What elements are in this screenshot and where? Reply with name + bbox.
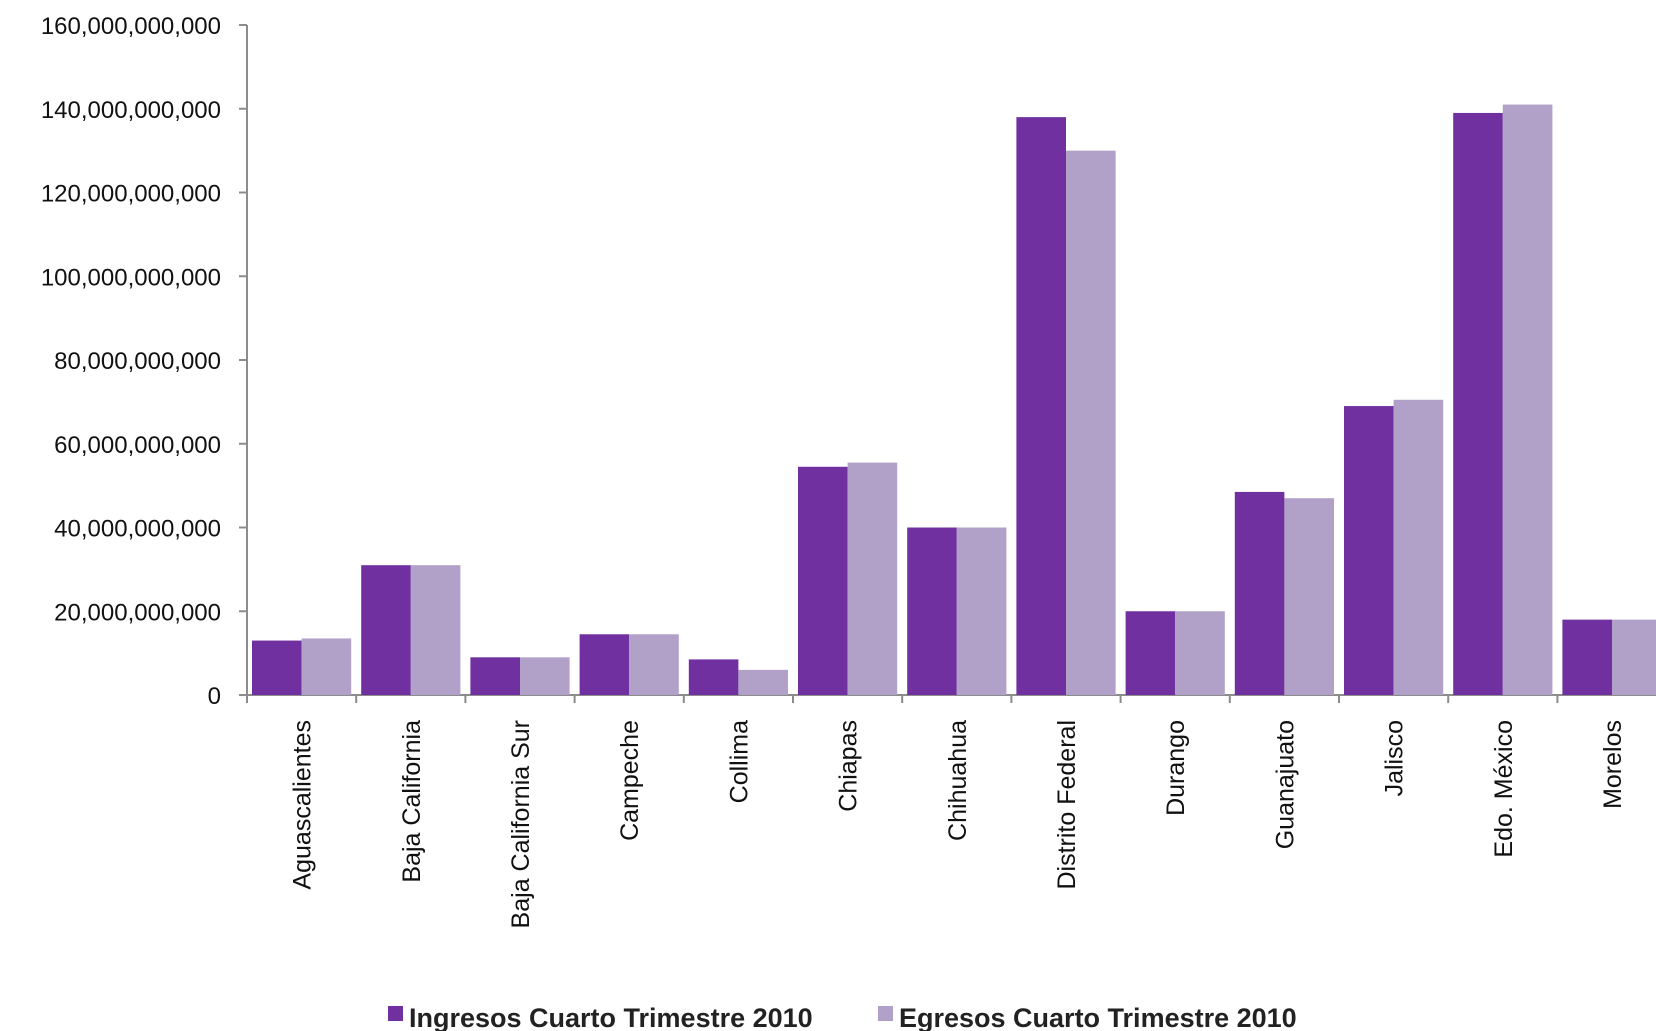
bar-egresos [301,638,352,695]
bar-egresos [1393,399,1444,695]
bar-egresos [1175,611,1225,695]
bar-ingresos [1562,619,1612,695]
bar-ingresos [1016,117,1066,695]
x-tick-label: Campeche [616,720,644,841]
bar-ingresos [1344,406,1394,695]
x-tick-label: Morelos [1599,720,1627,809]
x-axis: Aguascalientes Baja California Baja Califo… [246,694,1656,928]
x-tick-label: Aguascalientes [289,720,317,890]
x-tick-label: Durango [1162,720,1190,816]
x-tick-label: Distrito Federal [1053,720,1081,890]
y-tick-label: 0 [208,683,221,710]
legend: Ingresos Cuarto Trimestre 2010 Egresos Cu… [388,1003,1297,1031]
y-tick-label: 140,000,000,000 [41,97,221,124]
x-tick-label: Baja California Sur [507,720,535,928]
y-tick-label: 120,000,000,000 [41,181,221,208]
bar-egresos [1066,150,1116,695]
bar-ingresos [1234,491,1285,695]
bar-ingresos [798,466,848,695]
bar-ingresos [470,657,520,695]
bar-egresos [738,669,788,695]
bar-ingresos [579,634,630,695]
bar-ingresos [1453,112,1503,695]
bar-ingresos [252,640,302,695]
x-tick-label: Guanajuato [1271,720,1299,849]
x-tick-label: Chiapas [835,720,863,812]
y-tick-label: 100,000,000,000 [41,264,221,291]
x-tick-label: Edo. México [1490,720,1518,858]
x-tick-label: Jalisco [1381,720,1409,796]
legend-swatch [388,1006,403,1021]
y-tick-label: 40,000,000,000 [54,516,221,543]
x-tick-label: Chihuahua [944,720,972,841]
bar-ingresos [907,527,957,695]
bar-egresos [847,462,898,695]
y-axis: 0 20,000,000,000 40,000,000,000 60,000,000,… [41,13,248,710]
legend-swatch [878,1006,893,1021]
bar-ingresos [688,659,739,695]
bar-egresos [1502,104,1553,695]
bars [252,104,1656,695]
y-tick-label: 20,000,000,000 [54,599,221,626]
x-tick-label: Baja California [398,720,426,883]
bar-egresos [956,527,1007,695]
bar-egresos [1284,498,1334,695]
bar-egresos [520,657,570,695]
y-tick-label: 60,000,000,000 [54,432,221,459]
y-tick-label: 80,000,000,000 [54,348,221,375]
legend-label: Ingresos Cuarto Trimestre 2010 [409,1003,813,1031]
y-tick-label: 160,000,000,000 [41,13,221,40]
bar-egresos [1612,619,1656,695]
bar-ingresos [361,565,411,695]
legend-label: Egresos Cuarto Trimestre 2010 [899,1003,1297,1031]
x-tick-label: Collima [725,720,753,803]
bar-ingresos [1125,611,1176,695]
bar-egresos [629,634,679,695]
bar-egresos [410,565,461,695]
